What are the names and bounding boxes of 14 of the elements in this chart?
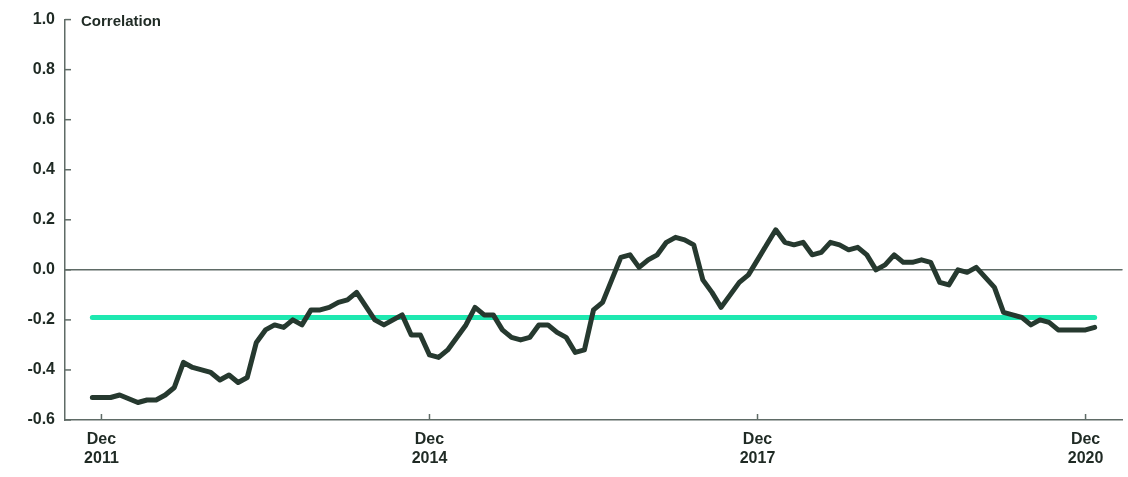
y-tick-label: 0.4: [32, 160, 56, 178]
y-tick-label: 0.0: [32, 260, 56, 278]
x-tick-label: Dec 2020: [1067, 430, 1104, 467]
y-axis-title: Correlation: [81, 11, 162, 29]
y-tick-label: 0.8: [32, 60, 56, 78]
y-tick-label: -0.4: [27, 360, 56, 378]
y-tick-label: 0.6: [32, 110, 56, 128]
y-tick-label: 1.0: [32, 10, 56, 28]
y-tick-label: -0.2: [27, 310, 56, 328]
x-tick-label: Dec 2017: [739, 430, 776, 467]
x-tick-label: Dec 2014: [411, 430, 448, 467]
x-tick-label: Dec 2011: [84, 430, 119, 467]
y-tick-label: 0.2: [32, 210, 56, 228]
y-tick-label: -0.6: [27, 410, 56, 428]
